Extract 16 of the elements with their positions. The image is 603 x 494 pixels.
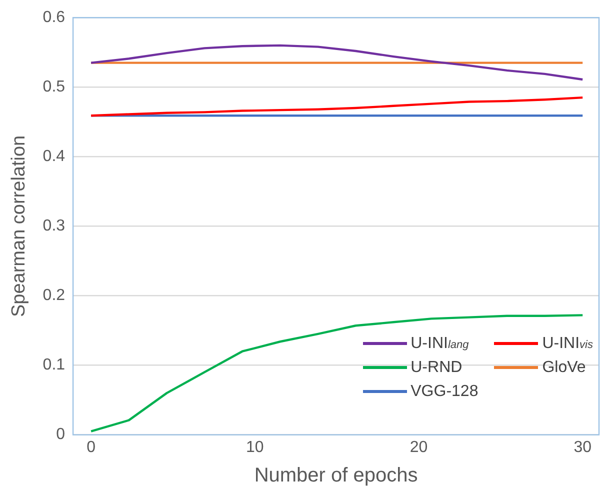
y-tick-label: 0.1 xyxy=(42,356,66,374)
y-tick-label: 0.4 xyxy=(42,148,66,166)
x-axis-title: Number of epochs xyxy=(254,464,418,487)
x-tick-label: 30 xyxy=(574,438,592,456)
y-tick-label: 0.6 xyxy=(42,9,66,26)
legend-label: U-RND xyxy=(410,358,462,377)
legend-label: GloVe xyxy=(542,358,586,377)
y-axis-title: Spearman correlation xyxy=(8,135,30,318)
x-tick-label: 10 xyxy=(246,438,264,456)
y-tick-label: 0.3 xyxy=(42,218,66,235)
x-tick-label: 20 xyxy=(410,438,428,456)
x-tick-label: 0 xyxy=(86,438,96,456)
legend-label: VGG-128 xyxy=(410,382,478,401)
y-tick-label: 0.2 xyxy=(42,287,66,304)
y-tick-label: 0 xyxy=(56,426,66,444)
y-tick-label: 0.5 xyxy=(42,78,66,96)
